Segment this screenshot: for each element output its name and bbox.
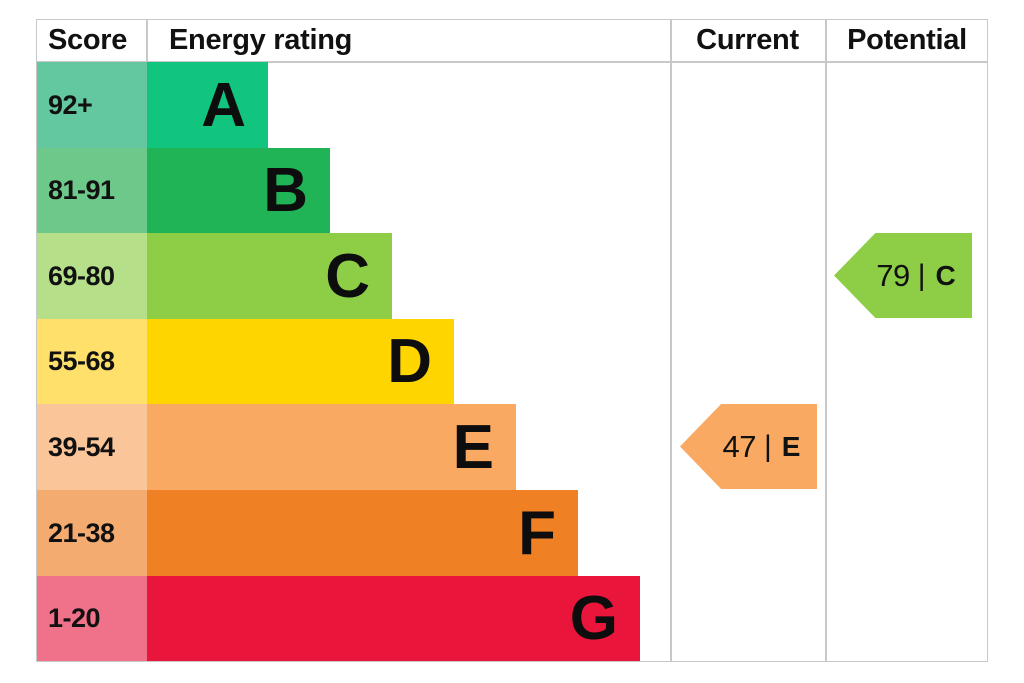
score-range-a: 92+ [37, 62, 147, 148]
score-range-b: 81-91 [37, 148, 147, 233]
rating-bar-e: E [147, 404, 516, 490]
rating-bar-b: B [147, 148, 330, 233]
rating-bar-c: C [147, 233, 392, 319]
score-range-e: 39-54 [37, 404, 147, 490]
current-column-divider [670, 19, 672, 662]
current-rating-value: 47 [722, 428, 757, 464]
rating-bar-f: F [147, 490, 578, 576]
header-current: Current [696, 24, 799, 56]
header-divider [36, 61, 988, 63]
score-range-f: 21-38 [37, 490, 147, 576]
potential-column-divider [825, 19, 827, 662]
potential-rating-value: 79 [876, 257, 910, 293]
current-rating-separator: | [764, 429, 772, 463]
score-range-g: 1-20 [37, 576, 147, 661]
score-range-c: 69-80 [37, 233, 147, 319]
rating-bar-g: G [147, 576, 640, 661]
score-range-d: 55-68 [37, 319, 147, 404]
potential-rating-separator: | [917, 258, 926, 292]
potential-rating-letter: C [935, 259, 956, 291]
header-score: Score [48, 24, 128, 56]
header-energy-rating: Energy rating [169, 24, 353, 56]
score-column-divider [146, 19, 148, 62]
rating-bar-d: D [147, 319, 454, 404]
epc-table-frame [36, 19, 988, 662]
header-potential: Potential [847, 24, 967, 56]
rating-bar-a: A [147, 62, 268, 148]
current-rating-letter: E [781, 430, 801, 462]
